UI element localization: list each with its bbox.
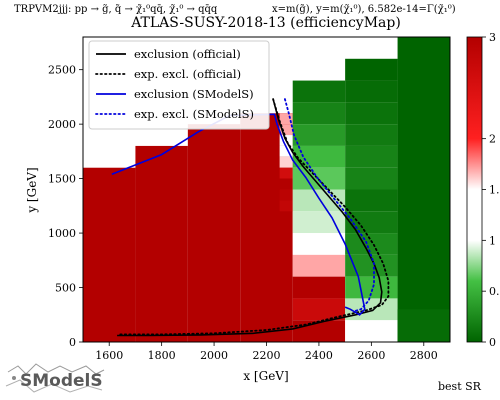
heatmap-cell <box>279 178 293 190</box>
legend-label: exp. excl. (official) <box>134 67 241 81</box>
heatmap-cell <box>279 167 293 179</box>
x-axis: 1600 1800 2000 2200 2400 2600 2800 <box>95 342 438 362</box>
y-tick-label: 500 <box>55 282 76 295</box>
heatmap-cells <box>83 37 450 342</box>
heatmap-cell <box>279 124 293 136</box>
x-tick-label: 2200 <box>253 349 281 362</box>
heatmap-cell <box>345 320 398 342</box>
x-tick-label: 2800 <box>410 349 438 362</box>
heatmap-cell <box>279 145 293 157</box>
smodels-logo: SModelS <box>5 363 105 393</box>
exclusion-line-1 <box>117 98 383 337</box>
heatmap-cell <box>279 156 293 168</box>
heatmap-cell <box>292 80 346 103</box>
heatmap-cell <box>345 167 398 190</box>
heatmap-cell <box>292 254 346 277</box>
logo-text: SModelS <box>20 371 103 391</box>
y-tick-label: 1500 <box>48 173 76 186</box>
heatmap-cell <box>135 145 188 342</box>
heatmap-cell <box>397 37 450 342</box>
heatmap-cell <box>292 320 346 342</box>
heatmap-cell <box>292 102 346 125</box>
legend-label: exp. excl. (SModelS) <box>134 107 254 121</box>
x-tick-label: 2000 <box>200 349 228 362</box>
heatmap-cell <box>345 254 398 277</box>
heatmap-cell <box>345 211 398 234</box>
heatmap-cell <box>292 124 346 146</box>
y-tick-label: 0 <box>69 336 76 349</box>
heatmap-cell <box>345 80 398 103</box>
heatmap-cell <box>345 189 398 212</box>
chart-title: ATLAS-SUSY-2018-13 (efficiencyMap) <box>130 15 401 31</box>
heatmap-cell <box>345 276 398 299</box>
heatmap-cell <box>292 189 346 212</box>
colorbar-tick-label: 1 <box>489 234 496 247</box>
legend-label: exclusion (SModelS) <box>134 87 254 101</box>
heatmap-cell <box>345 145 398 168</box>
best-sr-label: best SR <box>438 380 482 393</box>
heatmap-cell <box>345 233 398 255</box>
subtitle-right: x=m(g̃), y=m(χ̃₁⁰), 6.582e-14=Γ(χ̃₁⁰) <box>272 4 456 15</box>
colorbar-gradient <box>466 36 483 343</box>
heatmap-cell <box>345 124 398 146</box>
heatmap-cell <box>292 145 346 168</box>
heatmap-cell <box>292 276 346 299</box>
heatmap-cell <box>83 167 136 342</box>
subtitle-left: TRPVM2jjj: pp → g̃, q̃ → χ̃₁⁰qq̄, χ̃₁⁰ →… <box>14 4 218 15</box>
x-tick-label: 1800 <box>148 349 176 362</box>
heatmap-cell <box>345 58 398 81</box>
x-tick-label: 1600 <box>95 349 123 362</box>
x-tick-label: 2600 <box>357 349 385 362</box>
heatmap-cell <box>279 200 293 212</box>
heatmap-cell <box>187 124 241 342</box>
y-tick-label: 2000 <box>48 118 76 131</box>
colorbar-tick-label: 1.5 <box>489 184 500 197</box>
heatmap-cell <box>292 167 346 190</box>
x-axis-label: x [GeV] <box>243 369 288 383</box>
heatmap-cell <box>279 189 293 201</box>
heatmap-cell <box>279 113 293 125</box>
colorbar-tick-label: 0.5 <box>489 285 500 298</box>
y-axis-label: y [GeV] <box>25 167 39 213</box>
exclusion-line-4 <box>284 98 375 313</box>
x-tick-label: 2400 <box>305 349 333 362</box>
legend-box <box>88 40 270 130</box>
y-axis: 0 500 1000 1500 2000 2500 <box>48 64 83 349</box>
colorbar: 3 2 1.5 1 0.5 0 <box>466 31 500 349</box>
legend-label: exclusion (official) <box>134 47 241 61</box>
heatmap-cell <box>292 233 346 255</box>
legend: exclusion (official) exp. excl. (official… <box>88 40 270 130</box>
heatmap-cell <box>345 102 398 125</box>
heatmap-cell <box>292 298 346 321</box>
y-tick-label: 2500 <box>48 64 76 77</box>
exclusion-line-2 <box>118 98 390 336</box>
y-tick-label: 1000 <box>48 227 76 240</box>
colorbar-tick-label: 3 <box>489 31 496 44</box>
colorbar-tick-label: 0 <box>489 336 496 349</box>
colorbar-tick-label: 2 <box>489 133 496 146</box>
heatmap-cell <box>397 309 450 342</box>
